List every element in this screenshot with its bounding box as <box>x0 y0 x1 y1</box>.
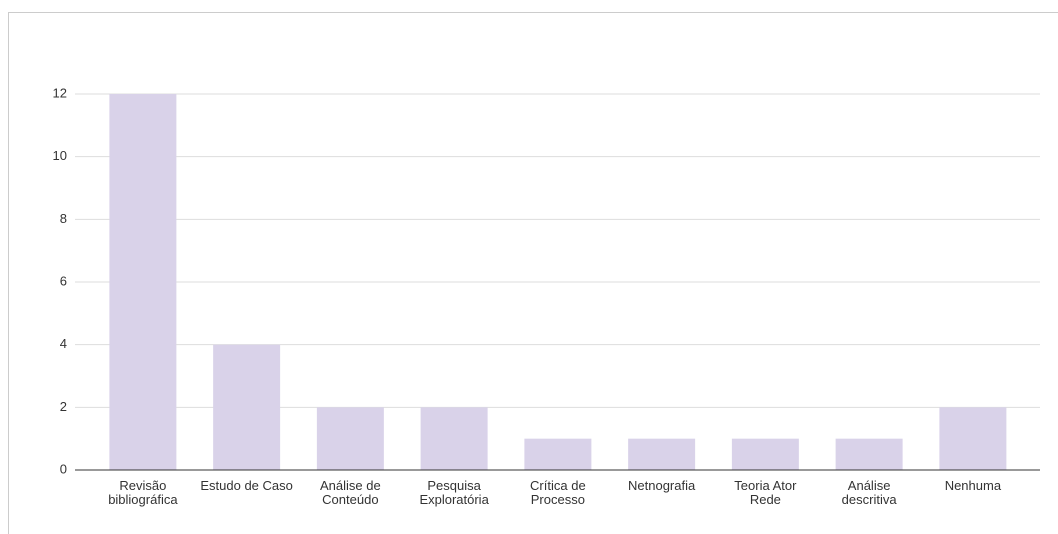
bar <box>524 438 592 470</box>
bar <box>213 344 281 470</box>
bar <box>316 407 384 470</box>
bar <box>939 407 1007 470</box>
x-tick-label: Análise de Conteúdo <box>320 478 381 507</box>
x-tick-label: Revisão bibliográfica <box>108 478 178 507</box>
y-tick-label: 4 <box>60 336 67 351</box>
x-tick-label: Crítica de Processo <box>530 478 586 507</box>
y-tick-label: 10 <box>53 148 67 163</box>
frame <box>8 12 1058 534</box>
y-tick-label: 2 <box>60 399 67 414</box>
bar <box>109 94 177 470</box>
x-tick-label: Pesquisa Exploratória <box>419 478 489 507</box>
x-tick-label: Nenhuma <box>944 478 1002 493</box>
y-tick-label: 0 <box>60 461 67 476</box>
y-tick-label: 8 <box>60 211 67 226</box>
y-tick-label: 6 <box>60 273 67 288</box>
x-tick-label: Análise descritiva <box>841 478 897 507</box>
bar <box>731 438 799 470</box>
bar <box>835 438 903 470</box>
x-tick-label: Estudo de Caso <box>200 478 293 493</box>
x-tick-label: Teoria Ator Rede <box>734 478 797 507</box>
x-tick-label: Netnografia <box>628 478 696 493</box>
y-tick-label: 12 <box>53 85 67 100</box>
bar <box>420 407 488 470</box>
bar <box>628 438 696 470</box>
